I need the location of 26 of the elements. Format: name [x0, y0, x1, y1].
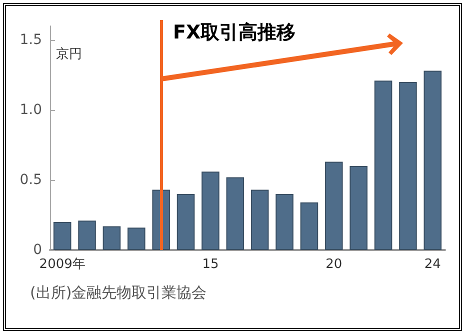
y-tick-label: 1.5: [20, 32, 42, 48]
x-tick-label: 20: [326, 257, 342, 272]
bar: [176, 194, 195, 250]
y-tick-label: 1.0: [20, 102, 42, 118]
bar: [424, 70, 442, 250]
bar: [53, 222, 72, 250]
bar: [102, 226, 121, 250]
y-tick-label: 0.5: [20, 172, 42, 188]
x-tick-label: 2009年: [39, 257, 86, 272]
bar: [128, 228, 146, 250]
bar: [325, 162, 343, 250]
x-tick-label: 15: [202, 257, 219, 272]
bar: [202, 172, 220, 250]
bar: [399, 82, 417, 250]
text: (出所)金融先物取引業協会: [30, 284, 207, 302]
y-tick-label: 0: [33, 242, 42, 258]
bar: [276, 194, 294, 250]
x-tick-label: 24: [424, 257, 441, 272]
bar: [78, 220, 96, 250]
bar: [226, 177, 244, 250]
bar: [300, 202, 318, 250]
chart-title: FX取引高推移: [173, 22, 296, 44]
bar: [250, 190, 269, 250]
y-axis-title: 京円: [56, 47, 82, 62]
bar: [350, 166, 368, 250]
bar: [374, 80, 392, 250]
